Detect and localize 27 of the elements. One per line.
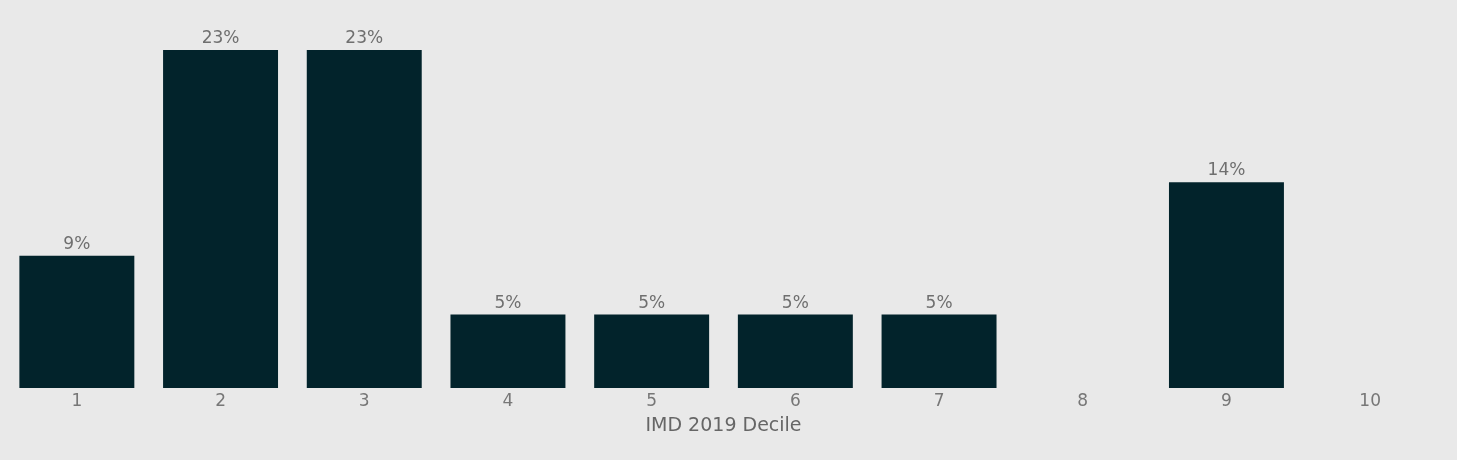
bar <box>594 314 710 388</box>
x-tick-label: 8 <box>1077 390 1089 410</box>
x-tick-label: 1 <box>71 390 83 410</box>
data-label: 23% <box>201 27 240 47</box>
bar <box>737 314 853 388</box>
bar <box>1168 182 1284 388</box>
x-tick-label: 9 <box>1221 390 1232 410</box>
data-label: 5% <box>925 291 953 312</box>
bar <box>881 314 997 388</box>
x-tick-label: 4 <box>502 390 514 410</box>
bar <box>306 50 422 388</box>
x-tick-label: 2 <box>215 390 226 410</box>
data-label: 14% <box>1207 159 1246 180</box>
data-label: 5% <box>638 291 666 312</box>
data-label: 5% <box>494 291 522 312</box>
x-tick-label: 3 <box>358 390 370 410</box>
x-tick-label: 7 <box>933 390 945 410</box>
data-label: 5% <box>781 291 809 312</box>
x-tick-label: 10 <box>1359 390 1381 410</box>
data-label: 23% <box>345 27 384 47</box>
bar <box>19 255 135 388</box>
bar <box>450 314 566 388</box>
data-label: 9% <box>63 232 91 253</box>
x-tick-label: 6 <box>789 390 801 410</box>
x-tick-label: 5 <box>646 390 658 410</box>
bar <box>163 50 279 388</box>
x-axis-title: IMD 2019 Decile <box>645 412 802 435</box>
